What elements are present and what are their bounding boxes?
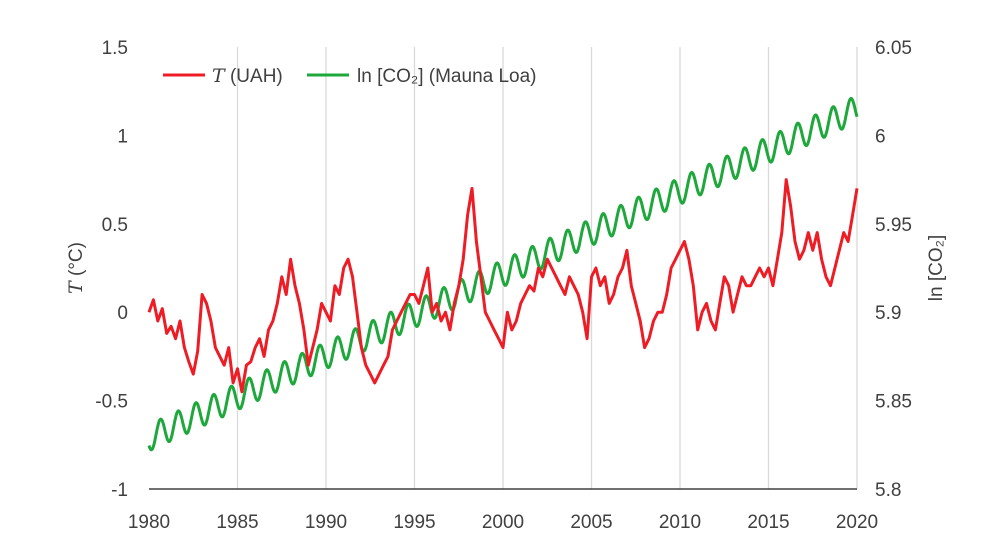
x-tick-label: 1985 [216,512,258,533]
legend-label-uah: T (UAH) [212,65,283,87]
y-left-tick-label: 1.5 [102,38,128,59]
x-tick-label: 2020 [836,512,878,533]
tick-labels: 1980 1985 1990 1995 2000 2005 2010 2015 2020 1.5 1… [95,38,912,533]
y-left-tick-label: 0.5 [102,215,128,236]
y-left-tick-label: 1 [117,126,128,147]
legend: T (UAH) ln [CO₂] (Mauna Loa) [163,65,537,87]
y-left-tick-label: -0.5 [95,392,128,413]
x-tick-label: 1980 [128,512,170,533]
y-left-tick-label: 0 [117,303,128,324]
y-right-axis-title: ln [CO₂] [926,235,947,302]
y-left-tick-label: -1 [111,480,128,501]
y-right-tick-label: 5.8 [875,480,901,501]
x-tick-label: 1990 [305,512,347,533]
uah-temperature-series-line [147,178,859,394]
x-tick-label: 2010 [659,512,701,533]
y-right-tick-label: 6.05 [875,38,912,59]
x-tick-label: 1995 [393,512,435,533]
x-tick-label: 2000 [482,512,524,533]
series [147,96,859,452]
co2-series-line [147,96,859,452]
gridlines [236,47,858,489]
x-tick-label: 2005 [570,512,612,533]
y-right-tick-label: 5.95 [875,215,912,236]
y-left-axis-title: T (°C) [65,242,87,294]
y-right-tick-label: 6 [875,126,886,147]
x-tick-label: 2015 [747,512,789,533]
y-right-tick-label: 5.85 [875,392,912,413]
legend-label-co2: ln [CO₂] (Mauna Loa) [357,66,537,87]
y-right-tick-label: 5.9 [875,303,901,324]
